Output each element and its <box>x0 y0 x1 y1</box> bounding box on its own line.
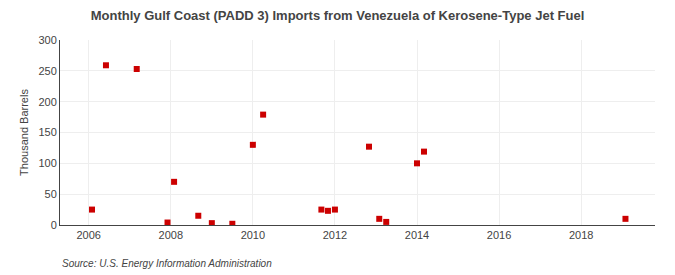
svg-text:2016: 2016 <box>487 229 511 241</box>
svg-text:Source: U.S. Energy Informatio: Source: U.S. Energy Information Administ… <box>62 258 272 269</box>
svg-text:2012: 2012 <box>323 229 347 241</box>
svg-text:250: 250 <box>38 65 56 77</box>
svg-text:200: 200 <box>38 96 56 108</box>
svg-text:50: 50 <box>45 188 57 200</box>
svg-text:2006: 2006 <box>76 229 100 241</box>
svg-text:2008: 2008 <box>159 229 183 241</box>
svg-text:2014: 2014 <box>405 229 429 241</box>
svg-text:2018: 2018 <box>569 229 593 241</box>
svg-text:300: 300 <box>38 34 56 46</box>
svg-text:Thousand Barrels: Thousand Barrels <box>18 89 30 176</box>
svg-text:150: 150 <box>38 126 56 138</box>
svg-text:2010: 2010 <box>241 229 265 241</box>
svg-text:0: 0 <box>51 219 57 231</box>
svg-text:100: 100 <box>38 157 56 169</box>
svg-text:Monthly Gulf Coast (PADD 3) Im: Monthly Gulf Coast (PADD 3) Imports from… <box>91 8 585 23</box>
